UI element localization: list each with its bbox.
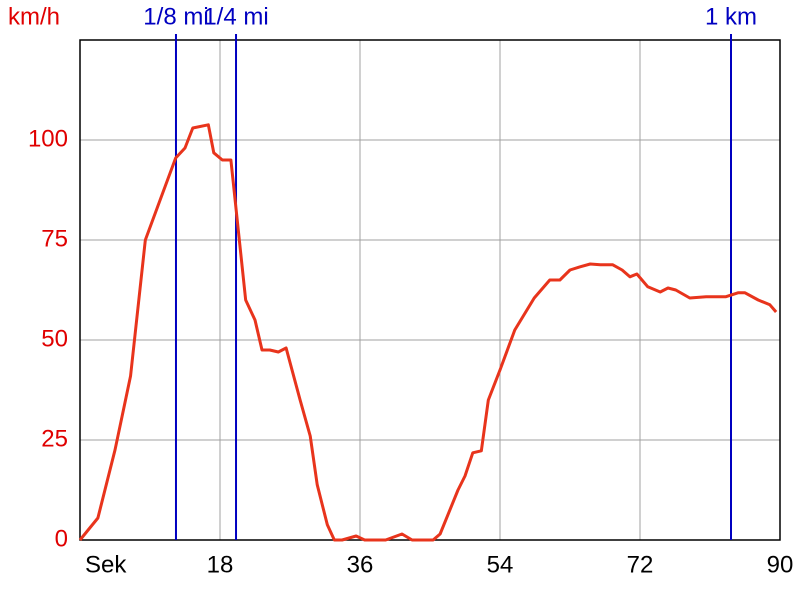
y-tick-label: 100 [28,125,68,152]
x-tick-label: Sek [85,551,127,578]
x-tick-label: 18 [207,551,234,578]
y-tick-label: 0 [55,525,68,552]
y-tick-label: 25 [41,425,68,452]
x-tick-label: 54 [487,551,514,578]
marker-label: 1/4 mi [203,3,268,30]
marker-label: 1/8 mi [143,3,208,30]
x-tick-label: 36 [347,551,374,578]
x-tick-label: 72 [627,551,654,578]
y-tick-label: 50 [41,325,68,352]
x-tick-label: 90 [767,551,794,578]
y-tick-label: 75 [41,225,68,252]
y-axis-label: km/h [8,3,60,30]
marker-label: 1 km [705,3,757,30]
speed-line [78,123,778,542]
